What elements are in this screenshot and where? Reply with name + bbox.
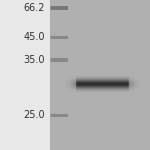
Text: 35.0: 35.0	[24, 55, 45, 65]
Bar	[0, 0, 50, 150]
Text: 25.0: 25.0	[23, 111, 45, 120]
Bar	[50, 0, 150, 150]
Bar	[50, 114, 68, 117]
Bar	[50, 6, 68, 10]
Text: 45.0: 45.0	[24, 33, 45, 42]
Bar	[50, 58, 68, 62]
Text: 66.2: 66.2	[24, 3, 45, 13]
Bar	[50, 36, 68, 39]
